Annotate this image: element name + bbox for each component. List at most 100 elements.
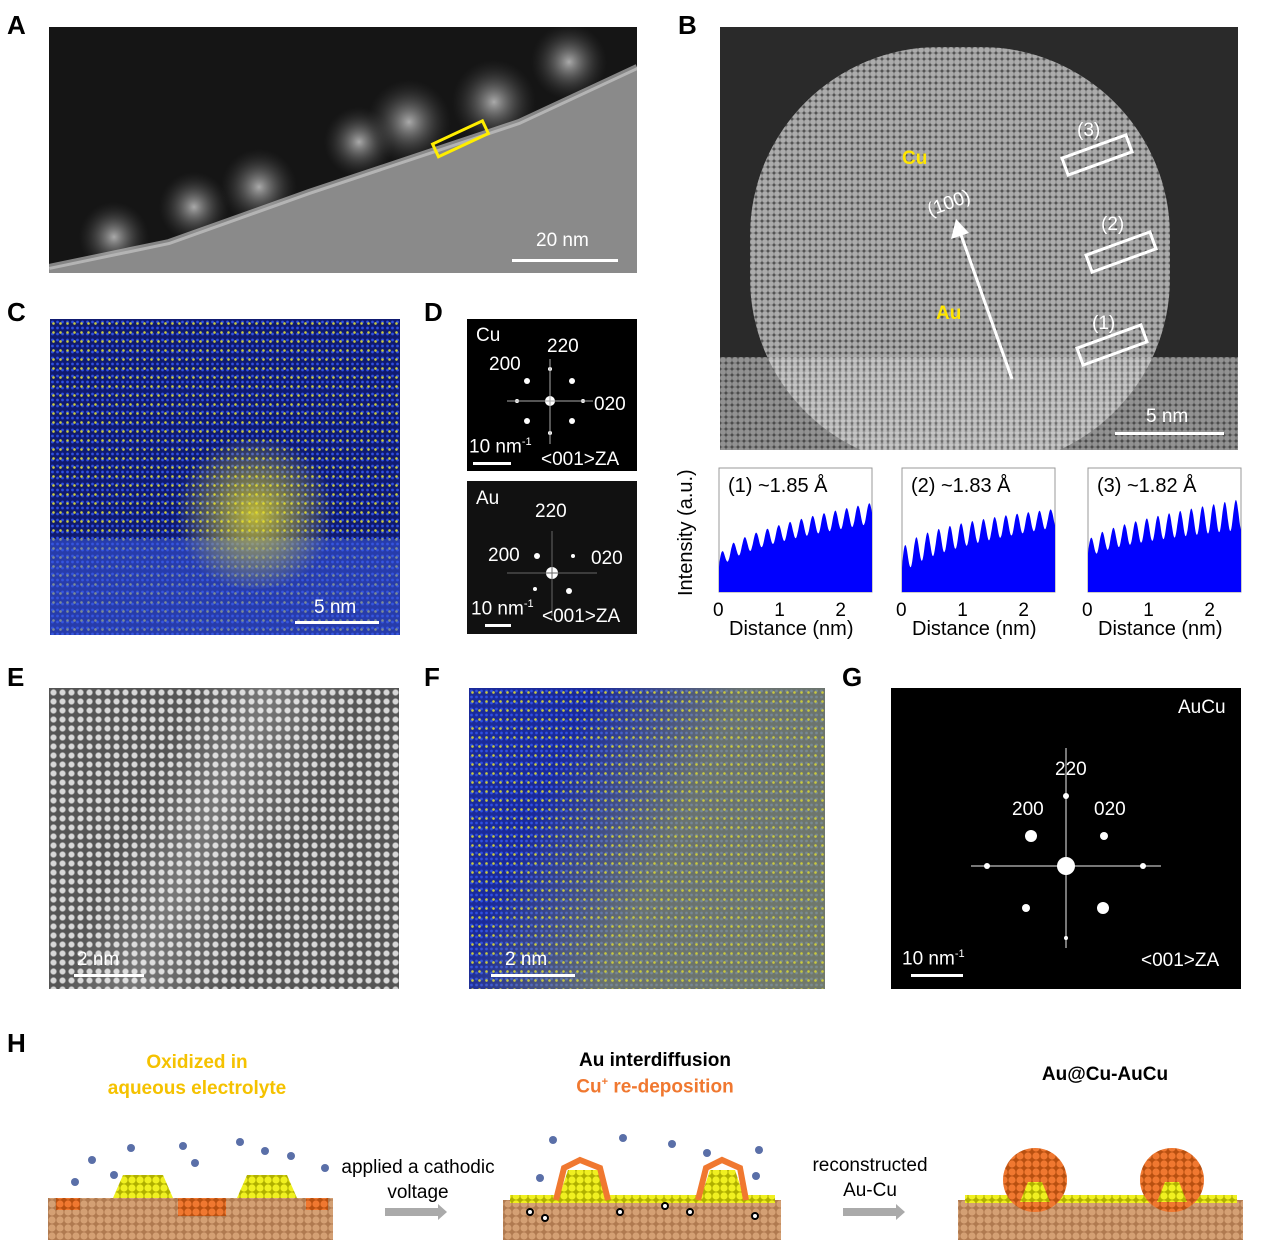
fft-cu-spots [507, 359, 593, 444]
schematic-diagram [48, 1134, 1243, 1240]
step2-title-b: Cu+ re-deposition [555, 1076, 755, 1098]
fft-cu-220: 220 [547, 336, 579, 357]
fft-au: Au 200 220 020 10 nm-1 <001>ZA [467, 481, 637, 634]
stage3 [958, 1148, 1243, 1240]
cu-text: Cu [576, 1076, 602, 1098]
x-tick-label: 2 [1018, 600, 1029, 621]
eds-map-f: 2 nm [469, 688, 825, 989]
label-cu: Cu [902, 148, 928, 169]
scale-text: 10 nm [902, 948, 955, 970]
scale-bar-label-b: 5 nm [1146, 406, 1189, 427]
fft-au-scale: 10 nm-1 [471, 598, 534, 620]
cu-sup: + [601, 1076, 609, 1088]
fft-au-220: 220 [535, 501, 567, 522]
intensity-profile-area [1088, 499, 1241, 592]
stem-image-a: 20 nm [49, 27, 637, 273]
x-tick-label: 0 [713, 600, 724, 621]
step2-title-a: Au interdiffusion [579, 1050, 731, 1071]
x-axis-label: Distance (nm) [912, 618, 1037, 640]
scale-text: 10 nm [471, 598, 524, 620]
scale-bar-d-cu [473, 462, 511, 465]
panel-label-h: H [7, 1028, 26, 1058]
intensity-profile-area [719, 503, 872, 592]
stem-image-b: Cu Au (100) (3) (2) (1) 5 nm [720, 27, 1238, 450]
chart-title: (1) ~1.85 Å [728, 475, 828, 497]
step1-title: Oxidized in aqueous electrolyte [107, 1052, 287, 1099]
profile-chart-3 [1087, 467, 1242, 593]
fft-cu: Cu 200 220 020 10 nm-1 <001>ZA [467, 319, 637, 471]
scale-sup: -1 [954, 948, 965, 960]
x-tick-label: 0 [1082, 600, 1093, 621]
scale-text: 10 nm [469, 436, 522, 458]
scale-bar-c [295, 621, 379, 624]
stage1 [48, 1138, 333, 1240]
fft-aucu: AuCu 220 200 020 10 nm-1 <001>ZA [891, 688, 1241, 989]
fft-cu-scale: 10 nm-1 [469, 436, 532, 458]
scale-bar-label-f: 2 nm [505, 949, 548, 970]
panel-label-g: G [842, 662, 863, 692]
scale-sup: -1 [521, 436, 532, 448]
x-tick-label: 0 [896, 600, 907, 621]
stem-image-a-graphic [49, 27, 637, 273]
scale-bar-a [512, 259, 618, 262]
scale-bar-e [74, 974, 144, 977]
scale-bar-label-c: 5 nm [314, 597, 357, 618]
fft-cu-200: 200 [489, 354, 521, 375]
arrow1-label: applied a cathodic voltage [341, 1157, 495, 1203]
label-au: Au [936, 303, 962, 324]
box-label-1: (1) [1092, 313, 1116, 334]
x-tick-label: 1 [774, 600, 785, 621]
fft-aucu-spots [971, 748, 1161, 948]
x-axis-label: Distance (nm) [1098, 618, 1223, 640]
fft-cu-title: Cu [476, 325, 501, 346]
x-tick-label: 1 [1143, 600, 1154, 621]
x-tick-label: 2 [1204, 600, 1215, 621]
fft-au-za: <001>ZA [542, 606, 621, 627]
annotation-overlay [951, 132, 1158, 380]
chart-title: (3) ~1.82 Å [1097, 475, 1197, 497]
scale-sup: -1 [523, 598, 534, 610]
scale-bar-g [911, 974, 963, 977]
panel-label-b: B [678, 10, 697, 40]
scale-bar-label-e: 2 nm [77, 949, 120, 970]
fft-aucu-200: 200 [1012, 799, 1044, 820]
panel-label-c: C [7, 297, 26, 327]
x-tick-label: 1 [957, 600, 968, 621]
fft-aucu-scale: 10 nm-1 [902, 948, 965, 970]
stem-image-e: 2 nm [49, 688, 399, 989]
x-tick-label: 2 [835, 600, 846, 621]
fft-cu-za: <001>ZA [541, 449, 620, 470]
au-band [469, 688, 825, 989]
box-label-3: (3) [1077, 120, 1101, 141]
panel-label-e: E [7, 662, 25, 692]
panel-label-a: A [7, 10, 26, 40]
arrow2-icon [843, 1204, 905, 1220]
panel-label-d: D [424, 297, 443, 327]
intensity-profile-area [902, 509, 1055, 592]
x-axis-label: Distance (nm) [729, 618, 854, 640]
redeposition-text: re-deposition [608, 1076, 734, 1098]
scale-bar-d-au [485, 624, 511, 627]
fft-aucu-za: <001>ZA [1141, 950, 1220, 971]
arrow2-label: reconstructed Au-Cu [812, 1155, 928, 1201]
profile-chart-1 [718, 467, 873, 593]
fft-au-title: Au [476, 488, 500, 509]
fft-aucu-020: 020 [1094, 799, 1126, 820]
fft-aucu-title: AuCu [1178, 697, 1226, 718]
eds-au-region [170, 439, 340, 589]
chart-ylabel: Intensity (a.u.) [675, 469, 697, 596]
scale-bar-label-a: 20 nm [536, 230, 589, 251]
fft-aucu-220: 220 [1055, 759, 1087, 780]
fft-cu-020: 020 [594, 394, 626, 415]
fft-au-spots [507, 531, 597, 616]
eds-map-c: 5 nm [50, 319, 400, 635]
scale-bar-b [1115, 432, 1224, 435]
fft-au-200: 200 [488, 545, 520, 566]
chart-title: (2) ~1.83 Å [911, 475, 1011, 497]
box-label-2: (2) [1101, 214, 1125, 235]
step3-title: Au@Cu-AuCu [1041, 1064, 1169, 1085]
stage2 [503, 1134, 781, 1240]
arrow1-icon [385, 1204, 447, 1220]
au-band [49, 688, 399, 989]
